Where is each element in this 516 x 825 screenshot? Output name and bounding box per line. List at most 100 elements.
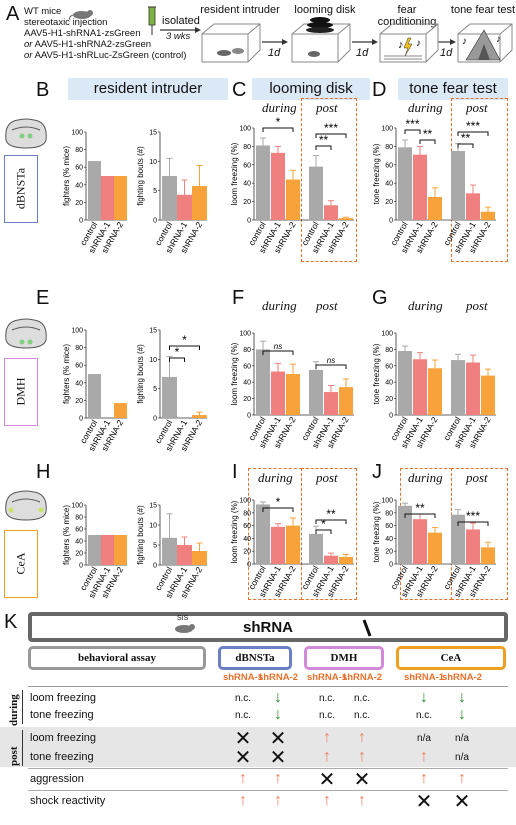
y-tick-label: 15	[149, 130, 157, 137]
up-arrow-icon: ↑	[458, 770, 466, 787]
shrna-banner: shRNA SIS	[28, 612, 508, 642]
header-resident-intruder: resident intruder	[68, 78, 228, 100]
y-tick-label: 60	[75, 165, 83, 172]
region-box-cea: CeA	[4, 530, 38, 598]
significance-bracket	[404, 129, 421, 134]
bar-control	[256, 145, 270, 220]
significance-bracket	[315, 519, 347, 524]
y-tick-label: 60	[75, 527, 83, 534]
bar-shrna-2	[481, 547, 495, 564]
row-label: tone freezing	[30, 751, 94, 763]
y-tick-label: 20	[243, 199, 251, 206]
significance-bracket	[315, 529, 332, 534]
bar-control	[309, 369, 323, 415]
y-axis-label: fighters (% mice)	[62, 344, 71, 404]
significance-bracket	[262, 507, 294, 512]
bar-shrna-2	[339, 387, 353, 415]
cell-text: n.c.	[415, 710, 433, 721]
y-tick-label: 60	[385, 363, 393, 370]
y-axis-label: tone freezing (%)	[372, 343, 381, 404]
y-tick-label: 100	[381, 126, 393, 133]
cell-text: n.c.	[353, 693, 371, 704]
significance-label: *	[276, 115, 281, 129]
significance-bracket	[404, 513, 436, 518]
row-label: tone freezing	[30, 709, 94, 721]
shrna-sublabel: shRNA-2	[341, 672, 383, 683]
cell-text: n.c.	[234, 710, 252, 721]
shrna-sublabel: shRNA-2	[257, 672, 299, 683]
syringe-icon-k	[362, 619, 372, 637]
phase-during-c: during	[262, 100, 297, 115]
y-tick-label: 20	[385, 549, 393, 556]
y-tick-label: 40	[385, 380, 393, 387]
panel-label-a: A	[6, 3, 20, 25]
y-tick-label: 80	[243, 347, 251, 354]
cross-icon: ✕	[415, 791, 433, 813]
virus-1-label: AAV5-H1-shRNA1-zsGreen	[24, 28, 141, 39]
bar-shrna-2	[114, 176, 127, 220]
cross-icon: ✕	[269, 747, 287, 769]
phase-post-i: post	[316, 470, 338, 485]
bar-control	[398, 147, 412, 220]
bar-control	[398, 351, 412, 415]
up-arrow-icon: ↑	[358, 729, 366, 746]
bar-shrna-2	[428, 532, 442, 564]
virus-2-label: AAV5-H1-shRNA2-zsGreen	[34, 39, 152, 50]
y-tick-label: 0	[79, 563, 83, 570]
y-tick-label: 20	[75, 551, 83, 558]
y-axis-label: loom freezing (%)	[230, 142, 239, 205]
step-resident-intruder: resident intruder	[200, 4, 280, 16]
region-header-dbnst: dBNSTa	[218, 646, 292, 670]
significance-label: ns	[327, 356, 335, 365]
bar-shrna-1	[324, 205, 338, 220]
y-axis-label: loom freezing (%)	[230, 342, 239, 405]
dashed-box-i-post	[301, 468, 357, 600]
bar-shrna-1	[466, 193, 480, 220]
y-tick-label: 40	[243, 380, 251, 387]
bar-shrna-1	[101, 176, 114, 220]
bar-shrna-2	[428, 368, 442, 415]
y-tick-label: 20	[75, 398, 83, 405]
cell-text: n.c.	[318, 710, 336, 721]
significance-label: **	[461, 131, 471, 145]
post-row-band	[0, 727, 516, 767]
y-axis-label: loom freezing (%)	[230, 500, 239, 563]
up-arrow-icon: ↑	[358, 748, 366, 765]
y-axis-label: fighting bouts (#)	[136, 146, 145, 206]
cell-text: n/a	[455, 733, 469, 744]
shrna-sublabel: shRNA-1	[403, 672, 445, 683]
bar-shrna-2	[286, 525, 300, 564]
y-tick-label: 100	[239, 331, 251, 338]
significance-bracket	[262, 350, 294, 355]
cross-icon: ✕	[269, 728, 287, 750]
significance-label: ***	[466, 119, 480, 133]
y-tick-label: 60	[385, 162, 393, 169]
y-axis-label: fighting bouts (#)	[136, 344, 145, 404]
significance-bracket	[457, 521, 489, 526]
significance-label: ***	[324, 121, 338, 135]
significance-label: **	[415, 501, 425, 515]
significance-bracket	[457, 143, 474, 148]
y-tick-label: 60	[243, 162, 251, 169]
phase-post-j: post	[466, 470, 488, 485]
bar-shrna-2	[339, 218, 353, 220]
significance-label: **	[319, 133, 329, 147]
y-tick-label: 0	[389, 562, 393, 569]
y-tick-label: 60	[385, 523, 393, 530]
bar-shrna-1	[101, 535, 114, 565]
brain-section-icon-dbnst	[5, 118, 47, 149]
y-tick-label: 20	[385, 199, 393, 206]
panel-label-e: E	[36, 287, 50, 309]
bar-shrna-1	[324, 555, 338, 564]
down-arrow-icon: ↓	[274, 706, 282, 723]
up-arrow-icon: ↑	[358, 792, 366, 809]
cell-text: n/a	[417, 733, 431, 744]
cross-icon: ✕	[453, 791, 471, 813]
bar-control	[162, 176, 177, 220]
y-tick-label: 100	[71, 130, 83, 137]
y-tick-label: 80	[75, 515, 83, 522]
bar-shrna-1	[413, 359, 427, 415]
